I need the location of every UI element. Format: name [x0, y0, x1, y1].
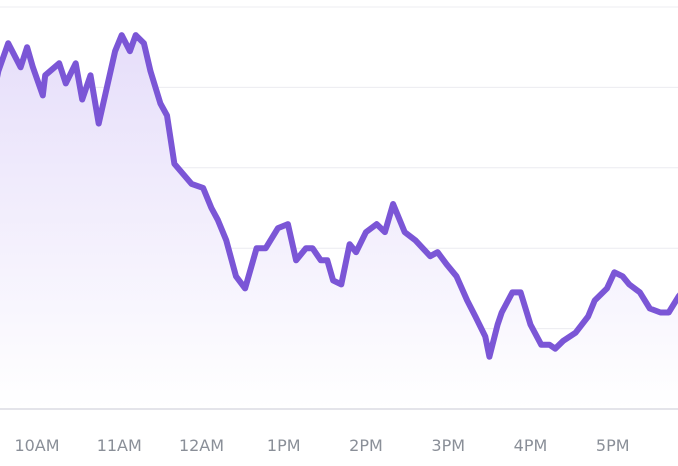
x-axis-tick-labels: 10AM11AM12AM1PM2PM3PM4PM5PM6PM	[14, 436, 630, 455]
x-tick-label: 10AM	[14, 436, 59, 455]
x-tick-label: 3PM	[431, 436, 465, 455]
series-line	[0, 32, 678, 360]
x-tick-label: 1PM	[267, 436, 301, 455]
area-fill	[0, 35, 678, 409]
x-tick-label: 12AM	[179, 436, 224, 455]
x-tick-label: 4PM	[514, 436, 548, 455]
x-tick-label: 5PM	[596, 436, 630, 455]
x-tick-label: 11AM	[97, 436, 142, 455]
x-tick-label: 2PM	[349, 436, 383, 455]
